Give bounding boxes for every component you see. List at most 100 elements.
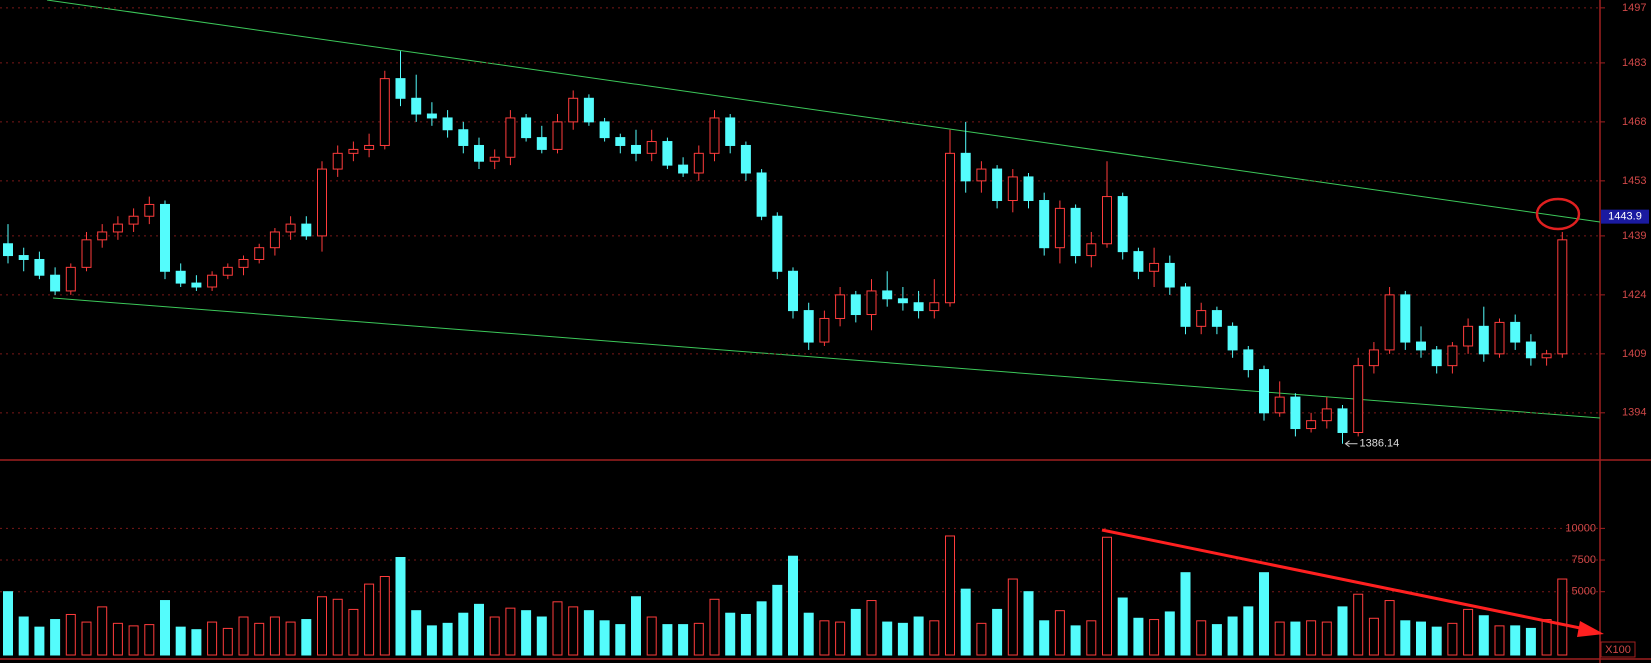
candle-body: [426, 113, 437, 119]
volume-bar: [1054, 610, 1065, 656]
volume-bar: [740, 613, 751, 656]
candle-body: [693, 152, 704, 174]
candle-body: [395, 78, 406, 99]
volume-bar: [1023, 591, 1034, 656]
volume-bar: [238, 616, 249, 656]
candle-body: [285, 223, 296, 233]
volume-bar: [395, 557, 406, 656]
low-price-label: 1386.14: [1360, 438, 1400, 450]
lower-trendline: [52, 297, 1601, 419]
candle-body: [678, 164, 689, 174]
volume-bar: [1510, 625, 1521, 656]
candle-body: [772, 215, 783, 272]
volume-bar: [976, 622, 987, 656]
volume-bar: [552, 601, 563, 656]
candle-body: [238, 258, 249, 268]
candle-body: [976, 168, 987, 182]
candle-body: [803, 310, 814, 343]
volume-bar: [489, 616, 500, 656]
volume-bar: [1525, 627, 1536, 656]
candle-body: [1133, 251, 1144, 272]
candle-body: [1463, 325, 1474, 347]
candle-body: [709, 117, 720, 154]
volume-bar: [364, 583, 375, 656]
candle-body: [897, 298, 908, 304]
volume-bar: [1353, 593, 1364, 656]
candle-body: [65, 266, 76, 292]
volume-bar: [269, 616, 280, 656]
volume-bar: [803, 612, 814, 656]
volume-bar: [458, 612, 469, 656]
candle-body: [1180, 286, 1191, 327]
candle-body: [317, 168, 327, 237]
volume-bar: [411, 610, 422, 656]
volume-bar: [819, 620, 830, 656]
candle-body: [1353, 365, 1364, 433]
volume-bar: [960, 588, 971, 656]
volume-bar: [1117, 597, 1128, 656]
volume-bar: [583, 610, 594, 656]
volume-bar: [1290, 621, 1301, 656]
volume-bar: [725, 612, 736, 656]
candle-body: [1400, 294, 1411, 343]
volume-bar: [1007, 578, 1018, 656]
candle-body: [1243, 349, 1254, 371]
volume-bar: [1086, 620, 1097, 656]
candle-body: [552, 121, 563, 150]
volume-bar: [1541, 619, 1552, 656]
low-pointer-head: [1344, 440, 1350, 448]
volume-bar: [348, 608, 359, 656]
candle-body: [1368, 349, 1379, 367]
volume-bar: [301, 619, 312, 656]
candle-body: [207, 274, 218, 288]
candle-body: [1478, 325, 1489, 355]
candle-body: [81, 239, 92, 268]
trend-arrow: [1101, 528, 1586, 631]
volume-tick-label: 7500: [1572, 554, 1596, 566]
candle-body: [1211, 310, 1222, 327]
candle-body: [97, 231, 108, 241]
candle-body: [1086, 243, 1097, 257]
candle-body: [112, 223, 123, 233]
candle-body: [1525, 341, 1536, 359]
upper-trendline: [46, 0, 1601, 223]
last-price-tag: [1601, 209, 1649, 224]
volume-bar: [1274, 621, 1285, 656]
volume-bar: [1039, 620, 1050, 656]
candle-body: [599, 121, 610, 139]
candle-body: [1070, 207, 1081, 257]
candle-body: [992, 168, 1003, 202]
volume-bar: [913, 616, 924, 656]
candle-body: [348, 148, 359, 154]
volume-bar: [1557, 578, 1568, 656]
candle-body: [254, 247, 265, 260]
candle-body: [725, 117, 736, 146]
candle-body: [1290, 396, 1301, 430]
volume-bar: [1243, 606, 1254, 656]
candle-body: [1431, 349, 1442, 367]
volume-bar: [646, 616, 657, 656]
volume-bar: [897, 622, 908, 656]
candle-body: [1102, 196, 1112, 245]
volume-bar: [50, 619, 61, 656]
candle-body: [615, 137, 626, 146]
candle-body: [505, 117, 516, 158]
volume-bar: [1447, 622, 1458, 656]
candle-body: [458, 129, 469, 146]
candle-body: [1149, 262, 1160, 272]
volume-bar: [568, 606, 579, 656]
volume-bar: [599, 620, 610, 656]
volume-bar: [81, 621, 92, 656]
volume-bar: [1400, 620, 1411, 656]
volume-bar: [882, 621, 893, 656]
volume-bar: [65, 613, 76, 656]
candle-body: [1306, 420, 1317, 430]
y-tick-label: 1483: [1622, 57, 1646, 69]
candle-body: [1510, 321, 1521, 343]
candle-body: [788, 270, 798, 312]
candle-body: [222, 266, 233, 276]
y-tick-label: 1409: [1622, 348, 1646, 360]
unit-box: [1600, 641, 1636, 658]
volume-bar: [631, 596, 641, 656]
candle-body: [175, 270, 186, 284]
